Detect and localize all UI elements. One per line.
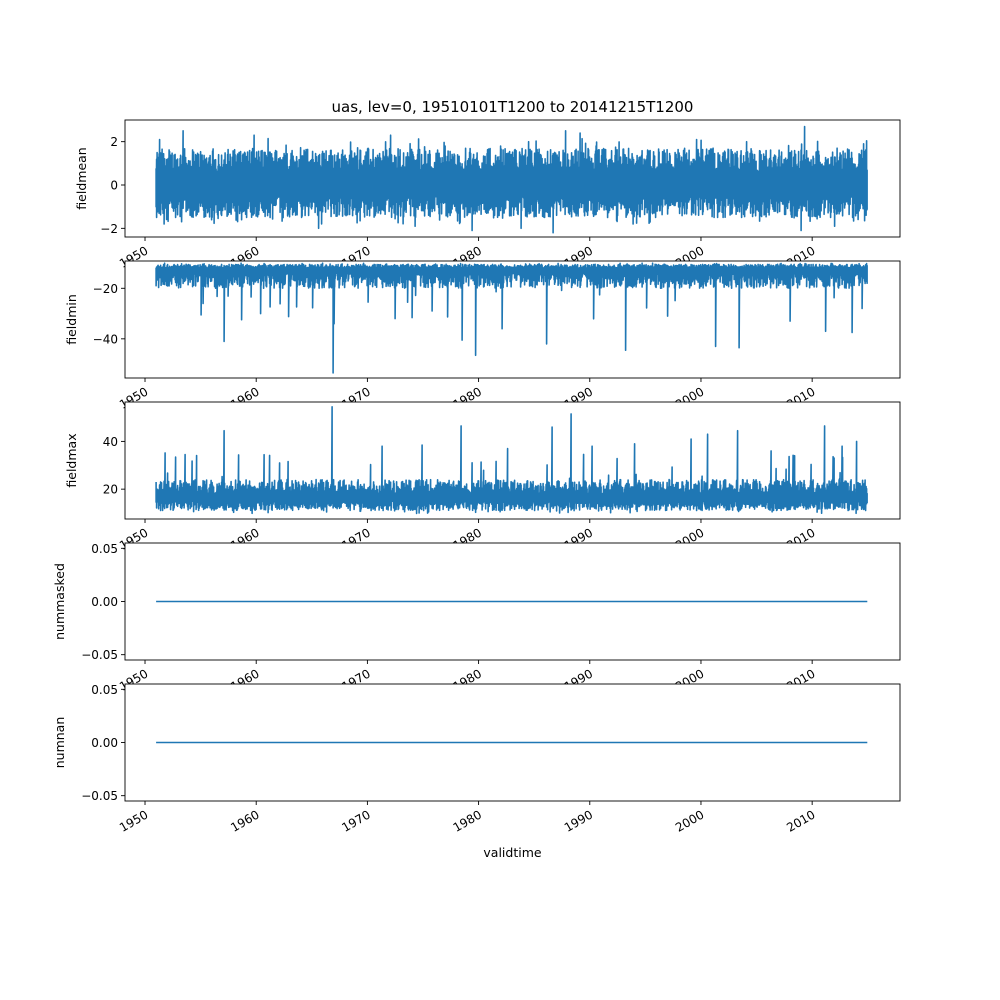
- y-axis-label-fieldmean: fieldmean: [74, 147, 89, 209]
- y-axis-label-nummasked: nummasked: [52, 563, 67, 640]
- x-axis-label: validtime: [483, 845, 541, 860]
- y-tick-label: 40: [103, 435, 118, 449]
- overlap-mask: [125, 684, 900, 696]
- x-tick-label: 1970: [339, 807, 372, 834]
- y-tick-label: 0.05: [91, 542, 118, 556]
- axes-frame: [124, 119, 901, 238]
- y-tick-label: −40: [93, 332, 118, 346]
- y-tick-label: 0: [110, 179, 118, 193]
- y-tick-label: −2: [100, 222, 118, 236]
- y-tick-label: 20: [103, 483, 118, 497]
- subplot-numnan: 0.05 0.00 −0.05 1950 1960 1970 1980 1990 2000 201…: [52, 683, 901, 835]
- x-tick-label: 1960: [228, 807, 261, 834]
- x-tick-label: 1950: [117, 807, 150, 834]
- x-tick-label: 2000: [673, 807, 706, 834]
- series-line-fieldmax: [155, 406, 868, 515]
- y-tick-label: 0.00: [91, 595, 118, 609]
- y-tick-label: 2: [110, 135, 118, 149]
- x-tick-label: 1990: [562, 807, 595, 834]
- axes-frame: [124, 260, 901, 379]
- y-tick-label: 0.00: [91, 736, 118, 750]
- y-tick-label: −0.05: [81, 648, 118, 662]
- x-tick-label: 2010: [784, 807, 817, 834]
- series-line-fieldmean: [155, 125, 868, 234]
- overlap-mask: [125, 543, 900, 555]
- y-axis-label-numnan: numnan: [52, 717, 67, 769]
- x-tick-label: 1980: [451, 807, 484, 834]
- overlap-mask: [125, 402, 900, 414]
- chart-title: uas, lev=0, 19510101T1200 to 20141215T12…: [332, 98, 694, 116]
- y-axis-label-fieldmin: fieldmin: [64, 294, 79, 345]
- y-axis-label-fieldmax: fieldmax: [64, 433, 79, 487]
- axes-frame: [124, 401, 901, 520]
- y-tick-label: −0.05: [81, 789, 118, 803]
- y-tick-label: −20: [93, 282, 118, 296]
- series-line-fieldmin: [155, 262, 868, 374]
- y-tick-label: 0.05: [91, 683, 118, 697]
